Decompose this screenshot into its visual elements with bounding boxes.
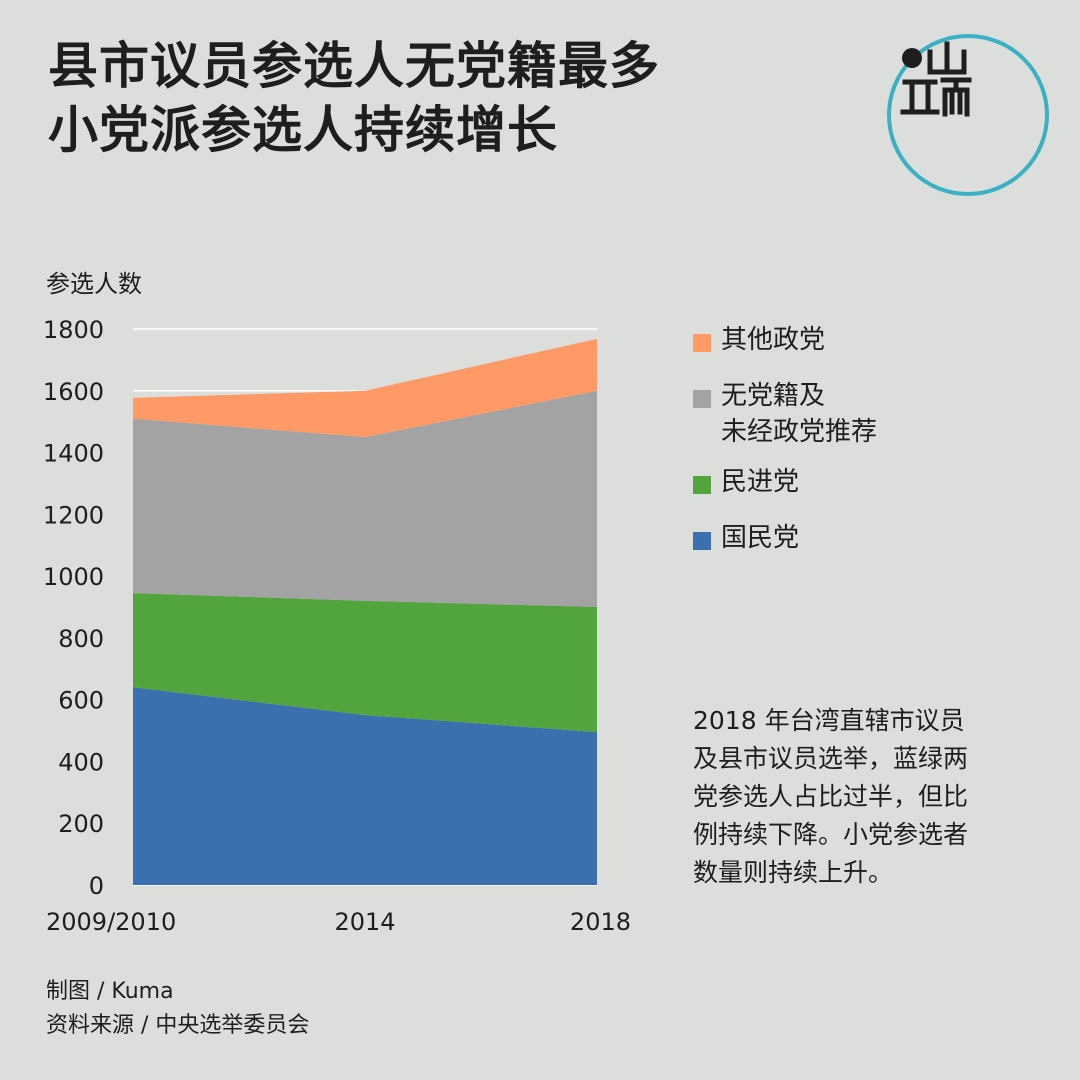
note-line: 数量则持续上升。	[693, 858, 894, 887]
note-line: 例持续下降。小党参选者	[693, 820, 969, 849]
area-series-国民党	[133, 687, 597, 885]
stacked-area-chart: 0 200 400 600 800 1000 1200 1400 1600 1800 2009/20…	[43, 316, 631, 936]
y-tick-label: 1600	[43, 378, 104, 406]
y-tick-label: 1000	[43, 563, 104, 591]
y-tick-label: 400	[58, 748, 104, 776]
area-series-无党籍及未经政党推荐	[133, 390, 597, 607]
y-tick-label: 800	[58, 625, 104, 653]
credit-author: 制图 / Kuma	[46, 979, 174, 1004]
title-line-2: 小党派参选人持续增长	[48, 101, 558, 159]
area-series-民进党	[133, 593, 597, 733]
legend-item-independent: 无党籍及 未经政党推荐	[693, 378, 877, 450]
y-tick-label: 1400	[43, 440, 104, 468]
note-line: 2018 年台湾直辖市议员	[693, 706, 965, 735]
legend-label: 其他政党	[721, 325, 826, 355]
legend-swatch	[693, 532, 711, 550]
legend-item-kmt: 国民党	[693, 520, 799, 556]
chart-areas	[133, 338, 597, 885]
y-tick-label: 1200	[43, 501, 104, 529]
title-line-1: 县市议员参选人无党籍最多	[48, 37, 660, 95]
legend-label: 无党籍及 未经政党推荐	[721, 381, 878, 447]
credits: 制图 / Kuma 资料来源 / 中央选举委员会	[46, 975, 309, 1043]
y-tick-label: 600	[58, 687, 104, 715]
chart-ticks: 0 200 400 600 800 1000 1200 1400 1600 1800 2009/20…	[43, 316, 631, 936]
area-series-其他政党	[133, 338, 597, 438]
y-tick-label: 0	[89, 872, 104, 900]
x-tick-label: 2018	[570, 908, 631, 936]
legend-label: 民进党	[721, 467, 800, 497]
annotation-note: 2018 年台湾直辖市议员 及县市议员选举，蓝绿两 党参选人占比过半，但比 例持续下降…	[693, 702, 993, 892]
note-line: 及县市议员选举，蓝绿两	[693, 744, 969, 773]
legend-swatch	[693, 334, 711, 352]
legend-swatch	[693, 476, 711, 494]
y-axis-title: 参选人数	[46, 270, 142, 298]
note-line: 党参选人占比过半，但比	[693, 782, 969, 811]
legend-swatch	[693, 390, 711, 408]
x-tick-label: 2014	[334, 908, 395, 936]
legend-label: 国民党	[721, 523, 800, 553]
credit-source: 资料来源 / 中央选举委员会	[46, 1013, 310, 1038]
x-tick-label: 2009/2010	[46, 908, 176, 936]
legend-item-other: 其他政党	[693, 322, 825, 358]
y-tick-label: 200	[58, 810, 104, 838]
chart-title: 县市议员参选人无党籍最多 小党派参选人持续增长	[48, 34, 848, 162]
legend-item-dpp: 民进党	[693, 464, 799, 500]
logo-icon	[887, 34, 1049, 196]
y-tick-label: 1800	[43, 316, 104, 344]
